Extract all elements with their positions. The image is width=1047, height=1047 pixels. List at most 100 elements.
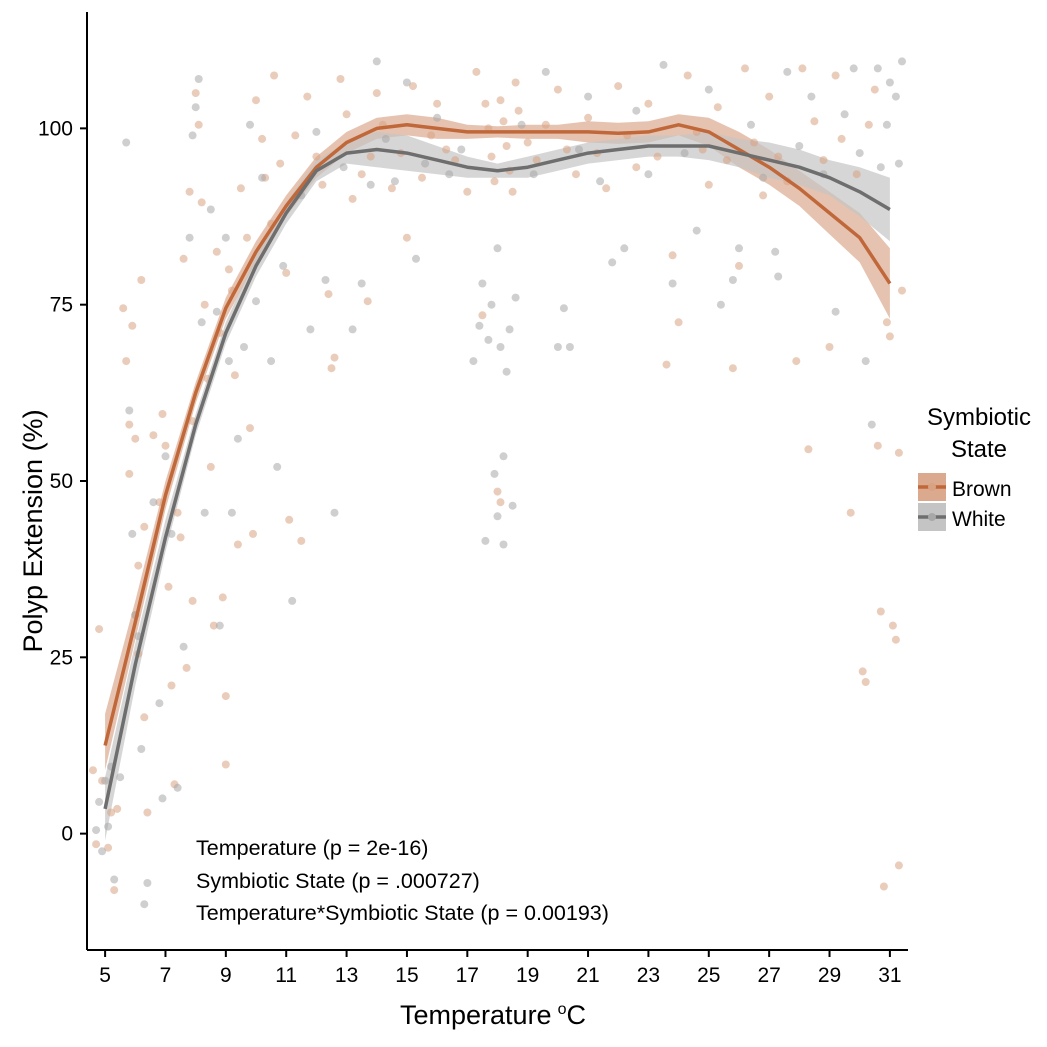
data-point-white: [457, 145, 466, 154]
x-tick-label: 27: [757, 964, 780, 987]
data-points: [89, 57, 906, 909]
data-point-white: [206, 205, 215, 214]
data-point-white: [644, 170, 653, 179]
data-point-brown: [246, 424, 254, 433]
data-point-brown: [837, 134, 846, 143]
data-point-brown: [164, 582, 173, 591]
data-point-brown: [140, 522, 149, 531]
data-point-brown: [188, 596, 197, 605]
data-point-brown: [810, 117, 819, 126]
data-point-white: [188, 131, 197, 140]
data-point-brown: [735, 261, 743, 270]
data-point-white: [267, 357, 276, 366]
data-point-brown: [125, 469, 134, 478]
data-point-brown: [602, 184, 611, 193]
data-point-white: [252, 297, 260, 306]
x-tick-label: 9: [220, 964, 232, 987]
data-point-white: [445, 170, 454, 179]
data-point-white: [596, 177, 605, 186]
data-point-white: [212, 307, 221, 316]
data-point-white: [137, 745, 146, 753]
data-point-white: [366, 180, 375, 189]
data-point-brown: [236, 184, 245, 193]
data-point-white: [704, 85, 713, 94]
data-point-white: [224, 357, 233, 366]
data-point-white: [128, 529, 137, 538]
data-point-brown: [894, 861, 903, 870]
data-point-brown: [861, 678, 870, 686]
x-axis-ticks: 5 7 9 11 13 15 17 19 21 23 25 27 29 31: [99, 950, 902, 987]
data-point-white: [227, 508, 236, 517]
x-axis-title-text: Temperature: [400, 1000, 552, 1030]
data-point-brown: [427, 131, 436, 140]
data-point-white: [478, 279, 487, 288]
smooth-line-white: [103, 144, 891, 810]
data-point-brown: [363, 297, 372, 306]
data-point-white: [499, 452, 508, 461]
data-point-white: [502, 367, 511, 376]
data-point-brown: [179, 254, 188, 263]
x-tick-label: 29: [818, 964, 841, 987]
data-point-brown: [819, 156, 828, 165]
data-point-brown: [218, 593, 227, 602]
data-point-brown: [514, 106, 523, 115]
x-tick-label: 13: [335, 964, 358, 987]
data-point-brown: [490, 177, 499, 186]
data-point-brown: [852, 170, 861, 179]
data-point-white: [620, 244, 629, 253]
data-point-white: [101, 776, 110, 785]
data-point-white: [372, 57, 381, 66]
data-point-brown: [870, 85, 879, 94]
data-point-white: [894, 159, 903, 168]
data-point-brown: [303, 92, 312, 101]
data-point-brown: [876, 607, 885, 616]
data-point-brown: [644, 99, 653, 108]
x-tick-label: 5: [99, 964, 111, 987]
data-point-brown: [584, 113, 593, 122]
data-point-brown: [750, 138, 759, 147]
data-point-brown: [713, 103, 722, 112]
data-point-brown: [212, 247, 221, 256]
data-point-brown: [134, 561, 143, 570]
data-point-brown: [252, 96, 260, 105]
data-point-brown: [104, 843, 113, 852]
data-point-brown: [668, 251, 677, 260]
data-point-brown: [230, 371, 239, 380]
y-tick-label: 0: [61, 823, 73, 846]
data-point-brown: [442, 145, 451, 154]
data-point-white: [402, 78, 411, 87]
y-axis-ticks: 0 25 50 75 100: [38, 117, 87, 846]
data-point-brown: [463, 187, 472, 196]
data-point-brown: [418, 173, 426, 182]
data-point-white: [95, 797, 104, 806]
data-point-brown: [858, 667, 867, 676]
legend-key-point-white: [928, 513, 936, 521]
data-point-brown: [342, 110, 351, 119]
data-point-brown: [478, 311, 487, 320]
data-point-white: [173, 783, 182, 792]
data-point-brown: [499, 117, 508, 126]
data-point-brown: [366, 152, 375, 161]
data-point-brown: [357, 170, 366, 179]
data-point-brown: [249, 529, 257, 538]
data-point-brown: [792, 357, 801, 366]
legend-keys: [918, 473, 946, 531]
data-point-brown: [285, 515, 294, 524]
data-point-brown: [898, 286, 906, 295]
data-point-white: [783, 67, 792, 76]
data-point-white: [517, 120, 526, 129]
data-point-brown: [206, 462, 215, 471]
data-point-white: [469, 357, 478, 366]
data-point-white: [321, 276, 330, 284]
data-point-brown: [683, 71, 692, 80]
data-point-white: [104, 822, 113, 831]
data-point-white: [149, 498, 158, 507]
data-point-brown: [885, 332, 894, 341]
data-point-white: [873, 64, 882, 73]
x-tick-label: 11: [275, 964, 297, 987]
data-point-white: [110, 875, 119, 884]
data-point-brown: [553, 85, 562, 94]
data-point-brown: [89, 766, 97, 775]
data-point-white: [855, 149, 864, 158]
data-point-white: [143, 879, 152, 887]
